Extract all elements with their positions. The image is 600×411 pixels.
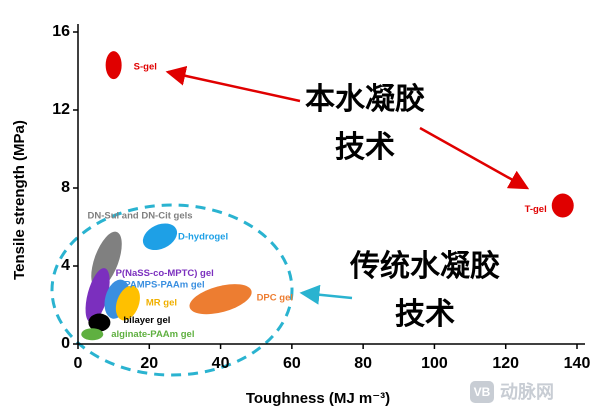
y-tick-label: 8 <box>61 179 70 196</box>
watermark-text: 动脉网 <box>500 381 554 402</box>
group-outline <box>50 203 294 377</box>
data-ellipse <box>85 268 110 323</box>
x-tick-label: 20 <box>140 355 158 372</box>
data-ellipse <box>551 193 574 218</box>
data-ellipse <box>142 223 178 251</box>
x-tick-label: 60 <box>283 355 301 372</box>
y-tick-label: 12 <box>52 101 70 118</box>
data-label: alginate-PAAm gel <box>111 329 194 340</box>
data-label: DPC gel <box>257 293 293 304</box>
data-label: T-gel <box>525 204 547 215</box>
data-label: MR gel <box>146 298 177 309</box>
x-tick-label: 0 <box>74 355 83 372</box>
x-tick-label: 120 <box>492 355 519 372</box>
data-label: bilayer gel <box>123 315 170 326</box>
watermark-logo <box>470 381 494 403</box>
data-label: S-gel <box>134 62 157 73</box>
data-label: D-hydrogel <box>178 231 228 242</box>
data-ellipse <box>81 328 104 341</box>
data-ellipse <box>189 284 252 315</box>
annotation: 本水凝胶 <box>305 82 425 116</box>
y-tick-label: 16 <box>52 23 70 40</box>
arrow <box>165 65 301 103</box>
x-axis-label: Toughness (MJ m⁻³) <box>246 390 390 407</box>
y-tick-label: 4 <box>61 257 70 274</box>
y-tick-label: 0 <box>61 335 70 352</box>
data-label: DN-Sul and DN-Cit gels <box>88 211 193 222</box>
x-tick-label: 100 <box>421 355 448 372</box>
arrow <box>299 284 353 305</box>
annotation: 技术 <box>395 298 455 331</box>
arrow <box>419 126 530 190</box>
y-axis-label: Tensile strength (MPa) <box>11 120 28 280</box>
x-tick-label: 80 <box>354 355 372 372</box>
annotation: 技术 <box>335 131 395 164</box>
data-ellipse <box>105 51 122 80</box>
x-tick-label: 40 <box>212 355 230 372</box>
data-label: PAMPS-PAAm gel <box>124 280 204 291</box>
annotation: 传统水凝胶 <box>349 249 500 283</box>
data-ellipse <box>115 285 140 321</box>
x-tick-label: 140 <box>564 355 591 372</box>
watermark-logo-text: VB <box>474 385 491 399</box>
data-ellipse <box>88 313 111 332</box>
data-label: P(NaSS-co-MPTC) gel <box>116 268 214 279</box>
